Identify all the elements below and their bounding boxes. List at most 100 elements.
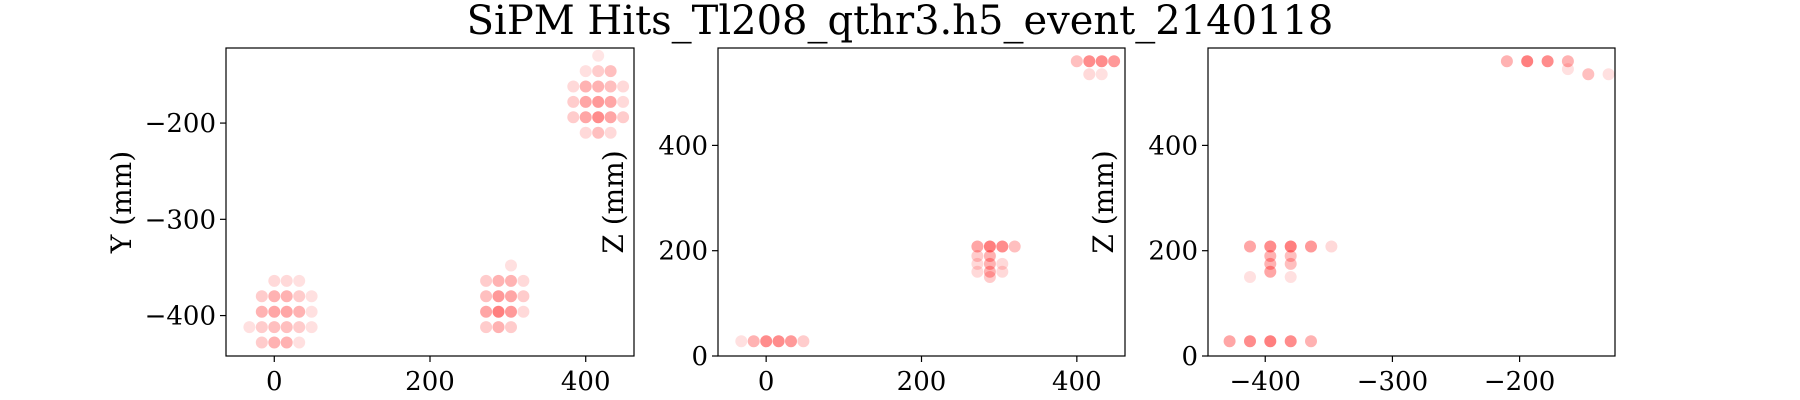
hit-point <box>293 290 306 303</box>
hit-point <box>983 240 996 253</box>
hit-point <box>293 274 306 287</box>
hit-point <box>579 111 592 124</box>
axes-frame <box>1207 47 1616 357</box>
x-tick-label: −400 <box>1230 367 1301 397</box>
hit-point <box>243 321 256 334</box>
hit-point <box>1095 55 1108 68</box>
hit-point <box>604 111 617 124</box>
hit-point <box>293 336 306 349</box>
hit-point <box>505 290 517 303</box>
hit-point <box>268 274 281 287</box>
hit-point <box>293 321 306 334</box>
hit-point <box>1305 240 1317 253</box>
hit-point <box>480 274 493 287</box>
x-tick-label: 400 <box>561 367 611 397</box>
hit-point <box>280 321 293 334</box>
hit-point <box>505 274 517 287</box>
hit-point <box>1264 250 1277 262</box>
x-tick-label: 200 <box>405 367 455 397</box>
hit-point <box>983 257 996 270</box>
hit-point <box>280 274 293 287</box>
hit-point <box>268 321 281 334</box>
hit-point <box>492 305 505 318</box>
hit-point <box>579 65 592 78</box>
hit-point <box>567 80 580 93</box>
hit-point <box>305 290 318 303</box>
hit-point <box>983 271 996 283</box>
y-tick-label: −300 <box>145 205 216 235</box>
hit-point <box>592 65 605 78</box>
hit-point <box>1582 68 1595 81</box>
y-tick-label: −400 <box>145 302 216 332</box>
hit-point <box>293 305 306 318</box>
hit-point <box>1284 271 1297 283</box>
hits-2 <box>735 55 1121 348</box>
hit-point <box>1264 335 1277 348</box>
hit-point <box>1264 265 1277 278</box>
hit-point <box>760 335 773 348</box>
hit-point <box>971 240 984 253</box>
hit-point <box>579 80 592 93</box>
x-tick-label: −200 <box>1484 367 1555 397</box>
y-tick-label: 200 <box>658 237 708 267</box>
hit-point <box>604 80 617 93</box>
hit-point <box>1561 63 1574 76</box>
hit-point <box>1244 335 1256 348</box>
hit-point <box>268 336 281 349</box>
hit-point <box>592 49 605 62</box>
hit-point <box>592 126 605 139</box>
hit-point <box>280 290 293 303</box>
hit-point <box>971 257 984 270</box>
y-axis-label: Y (mm) <box>105 151 138 254</box>
hit-point <box>505 321 517 334</box>
y-tick-label: 200 <box>1148 237 1198 267</box>
hit-point <box>255 321 268 334</box>
hit-point <box>604 126 617 139</box>
hit-point <box>480 290 493 303</box>
y-axis-label: Z (mm) <box>1087 150 1120 253</box>
hit-point <box>517 305 530 318</box>
hit-point <box>480 321 493 334</box>
hit-point <box>517 290 530 303</box>
hits-3 <box>1223 55 1615 348</box>
hit-point <box>996 257 1009 270</box>
hit-point <box>1070 55 1083 68</box>
hits-1 <box>243 49 630 349</box>
hit-point <box>1083 68 1096 81</box>
hit-point <box>1008 240 1021 253</box>
hit-point <box>617 95 630 108</box>
hit-point <box>983 265 996 278</box>
subplot-3: −400 −300 −200 0 200 400 Z (mm) <box>1087 47 1616 397</box>
hit-point <box>592 111 605 124</box>
hit-point <box>592 95 605 108</box>
hit-point <box>280 305 293 318</box>
hit-point <box>617 111 630 124</box>
hit-point <box>305 321 318 334</box>
hit-point <box>1521 55 1534 68</box>
hit-point <box>1223 335 1236 348</box>
hit-point <box>971 265 984 278</box>
hit-point <box>797 335 810 348</box>
hit-point <box>1602 68 1615 81</box>
hit-point <box>971 250 984 262</box>
y-axis-label: Z (mm) <box>597 150 630 253</box>
x-tick-label: 400 <box>1052 367 1102 397</box>
hit-point <box>492 321 505 334</box>
hit-point <box>592 80 605 93</box>
hit-point <box>268 305 281 318</box>
hit-point <box>996 265 1009 278</box>
hit-point <box>1284 335 1297 348</box>
hit-point <box>1083 55 1096 68</box>
hit-point <box>1095 68 1108 81</box>
axes-frame <box>717 47 1126 357</box>
x-tick-label: 0 <box>758 367 775 397</box>
subplot-2: 0 200 400 0 200 400 Z (mm) <box>597 47 1126 397</box>
hit-point <box>255 290 268 303</box>
y-tick-label: 400 <box>1148 131 1198 161</box>
hit-point <box>735 335 748 348</box>
hit-point <box>480 305 493 318</box>
hit-point <box>492 274 505 287</box>
hit-point <box>492 290 505 303</box>
hit-point <box>1244 240 1256 253</box>
